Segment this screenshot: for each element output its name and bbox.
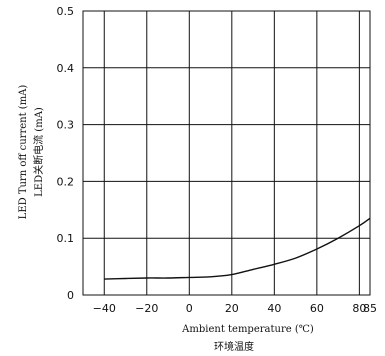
y-tick-label: 0.2 bbox=[57, 175, 75, 188]
x-tick-label: 60 bbox=[310, 302, 324, 315]
y-axis-label: LED Turn off current (mA) bbox=[18, 85, 29, 220]
grid bbox=[83, 10, 371, 296]
x-tick-label: 0 bbox=[186, 302, 193, 315]
x-tick-label: 40 bbox=[267, 302, 281, 315]
y-tick-label: 0.5 bbox=[57, 5, 75, 18]
x-tick-label: 85 bbox=[363, 302, 377, 315]
y-tick-label: 0 bbox=[67, 289, 74, 302]
y-axis-label-cn: LED关断电流 (mA) bbox=[32, 107, 45, 197]
series-layer bbox=[104, 217, 371, 280]
x-axis-label: Ambient temperature (℃) bbox=[181, 324, 314, 335]
plot-frame bbox=[82, 10, 371, 296]
x-tick-label: 80 bbox=[352, 302, 366, 315]
x-tick-label: −40 bbox=[93, 302, 116, 315]
y-tick-label: 0.1 bbox=[57, 232, 75, 245]
series-line bbox=[104, 217, 371, 280]
x-tick-label: 20 bbox=[225, 302, 239, 315]
y-tick-label: 0.4 bbox=[57, 62, 75, 75]
y-tick-labels: 0 0.1 0.2 0.3 0.4 0.5 bbox=[57, 5, 75, 302]
x-axis-label-cn: 环境温度 bbox=[214, 340, 254, 353]
y-tick-label: 0.3 bbox=[57, 119, 75, 132]
x-tick-label: −20 bbox=[135, 302, 158, 315]
